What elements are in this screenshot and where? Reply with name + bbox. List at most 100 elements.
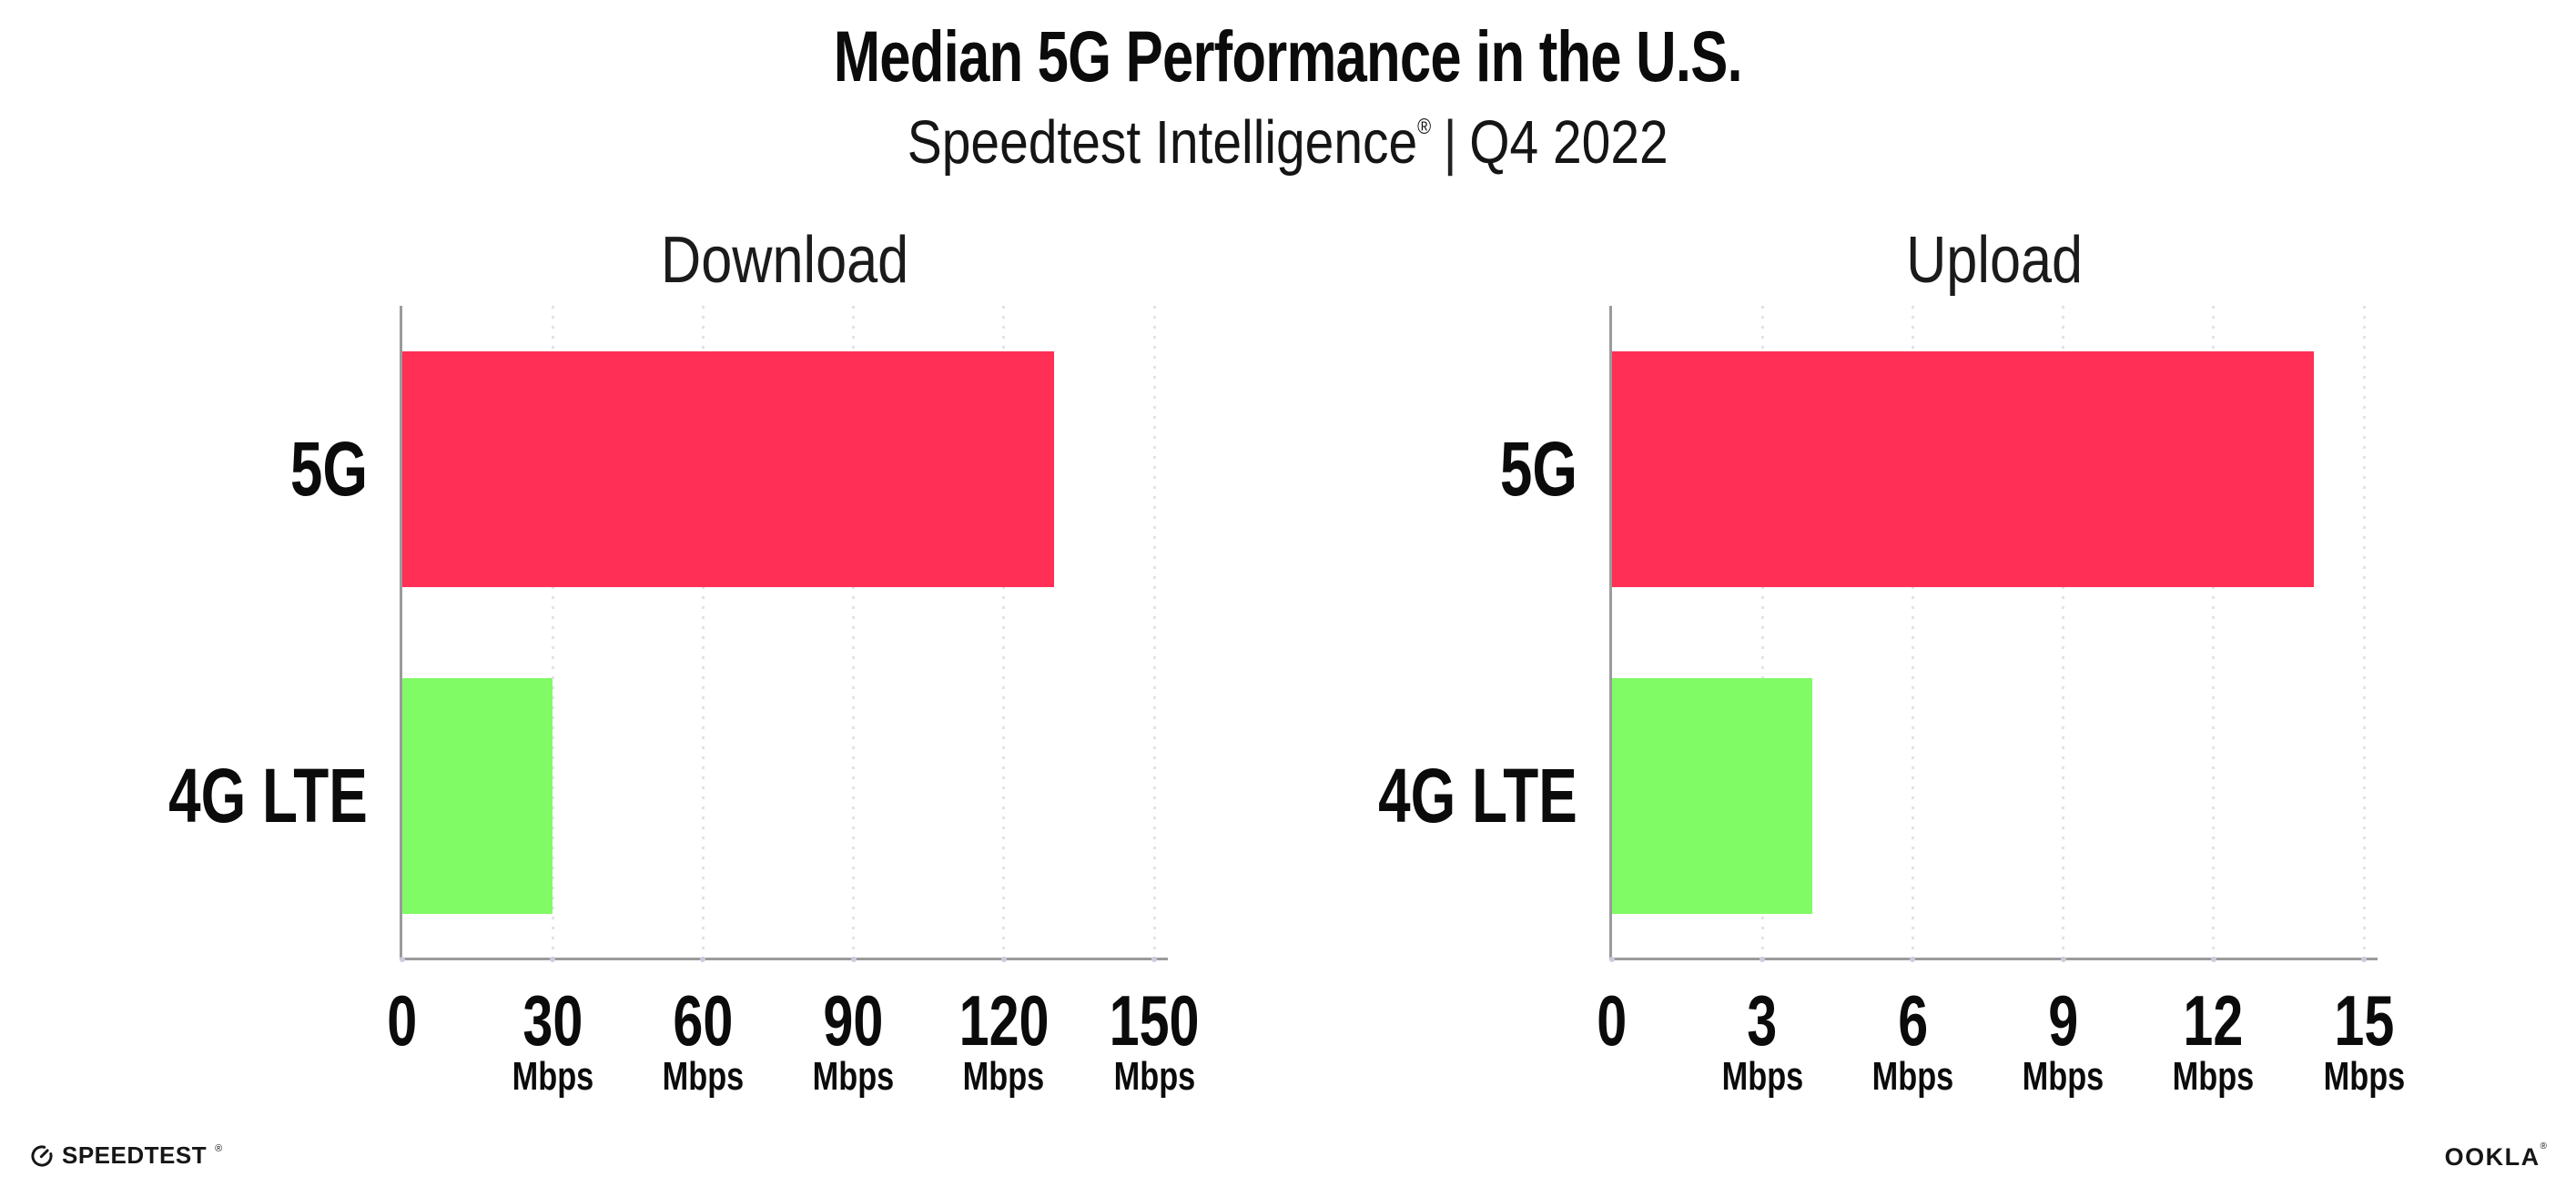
x-tick-mark-3 [1760,957,1766,962]
x-tick-label-120: 120 [904,979,1104,1062]
category-label-4g-lte: 4G LTE [1184,742,1577,851]
bar-4g-lte [402,678,553,914]
x-tick-label-text: 15 [2334,980,2394,1060]
x-tick-unit-12: Mbps [2114,1054,2314,1100]
x-tick-unit-150: Mbps [1054,1054,1254,1100]
subtitle-period: Q4 2022 [1469,108,1668,177]
speedtest-gauge-icon [31,1144,53,1167]
speedtest-logo: SPEEDTEST ® [30,1141,222,1170]
x-tick-label-60: 60 [603,979,803,1062]
x-tick-mark-150 [1151,957,1157,962]
x-axis-spine [1609,958,2378,960]
x-tick-mark-0 [1609,957,1615,962]
bar-5g [1612,351,2314,587]
x-tick-label-0: 0 [1512,979,1712,1062]
x-tick-label-text: 0 [1597,980,1628,1060]
chart-title-download: Download [366,223,1204,298]
x-tick-unit-30: Mbps [452,1054,653,1100]
x-tick-mark-6 [1910,957,1916,962]
gridline-90 [852,306,856,959]
chart-title-text: Upload [1906,224,2084,297]
gridline-9 [2062,306,2065,959]
category-label-text: 4G LTE [168,753,368,838]
page-title-text: Median 5G Performance in the U.S. [833,15,1743,96]
ookla-registered-mark: ® [2540,1141,2547,1151]
registered-mark: ® [1417,115,1432,139]
speedtest-wordmark: SPEEDTEST [62,1141,208,1169]
x-tick-unit-3: Mbps [1662,1054,1862,1100]
x-tick-unit-text: Mbps [2172,1054,2255,1099]
x-tick-label-90: 90 [754,979,954,1062]
x-tick-label-12: 12 [2114,979,2314,1062]
y-axis-spine [400,306,402,959]
x-tick-unit-15: Mbps [2264,1054,2464,1100]
page-title: Median 5G Performance in the U.S. [0,15,2576,98]
category-label-5g: 5G [0,415,368,524]
x-tick-mark-120 [1000,957,1007,962]
page-subtitle: Speedtest Intelligence® | Q4 2022 [0,107,2576,178]
x-tick-mark-12 [2210,957,2216,962]
gridline-120 [1002,306,1006,959]
speedtest-registered-mark: ® [215,1142,223,1154]
chart-title-upload: Upload [1576,223,2414,298]
x-tick-unit-120: Mbps [904,1054,1104,1100]
x-tick-label-text: 3 [1747,980,1778,1060]
x-tick-unit-6: Mbps [1812,1054,2013,1100]
x-tick-mark-60 [700,957,706,962]
category-label-text: 5G [1499,426,1577,512]
x-tick-unit-text: Mbps [2022,1054,2104,1099]
x-tick-unit-text: Mbps [962,1054,1045,1099]
x-tick-unit-text: Mbps [1871,1054,1954,1099]
ookla-wordmark: OOKLA [2444,1143,2541,1171]
gridline-30 [551,306,554,959]
x-tick-mark-90 [850,957,857,962]
x-tick-unit-text: Mbps [2323,1054,2405,1099]
page-subtitle-text: Speedtest Intelligence® | Q4 2022 [908,107,1668,178]
x-tick-label-15: 15 [2264,979,2464,1062]
x-tick-mark-30 [550,957,556,962]
x-tick-unit-60: Mbps [603,1054,803,1100]
x-axis-spine [400,958,1168,960]
x-tick-label-text: 120 [958,980,1050,1060]
gridline-15 [2362,306,2366,959]
x-tick-unit-text: Mbps [1113,1054,1195,1099]
x-tick-label-150: 150 [1054,979,1254,1062]
x-tick-unit-9: Mbps [1963,1054,2164,1100]
x-tick-label-text: 150 [1109,980,1200,1060]
x-tick-label-text: 0 [387,980,418,1060]
x-tick-label-text: 60 [673,980,734,1060]
x-tick-unit-text: Mbps [1721,1054,1803,1099]
x-tick-label-text: 12 [2183,980,2244,1060]
x-tick-unit-text: Mbps [662,1054,745,1099]
chart-title-text: Download [661,224,909,297]
gridline-6 [1911,306,1914,959]
gridline-60 [701,306,705,959]
x-tick-label-30: 30 [452,979,653,1062]
x-tick-label-0: 0 [302,979,502,1062]
x-tick-label-text: 6 [1897,980,1928,1060]
x-tick-label-text: 90 [823,980,884,1060]
category-label-4g-lte: 4G LTE [0,742,368,851]
x-tick-mark-9 [2060,957,2066,962]
x-tick-label-3: 3 [1662,979,1862,1062]
x-tick-mark-0 [400,957,405,962]
x-tick-unit-text: Mbps [812,1054,895,1099]
category-label-text: 4G LTE [1378,753,1577,838]
subtitle-brand: Speedtest Intelligence [908,108,1418,177]
x-tick-unit-90: Mbps [754,1054,954,1100]
x-tick-label-text: 30 [522,980,583,1060]
gridline-12 [2212,306,2216,959]
gridline-150 [1152,306,1156,959]
subtitle-divider: | [1444,108,1457,177]
x-tick-label-text: 9 [2048,980,2079,1060]
category-label-5g: 5G [1184,415,1577,524]
gridline-3 [1760,306,1764,959]
bar-4g-lte [1612,678,1813,914]
bar-5g [402,351,1054,587]
x-tick-label-9: 9 [1963,979,2164,1062]
x-tick-label-6: 6 [1812,979,2013,1062]
category-label-text: 5G [289,426,368,512]
y-axis-spine [1609,306,1612,959]
x-tick-unit-text: Mbps [512,1054,593,1099]
